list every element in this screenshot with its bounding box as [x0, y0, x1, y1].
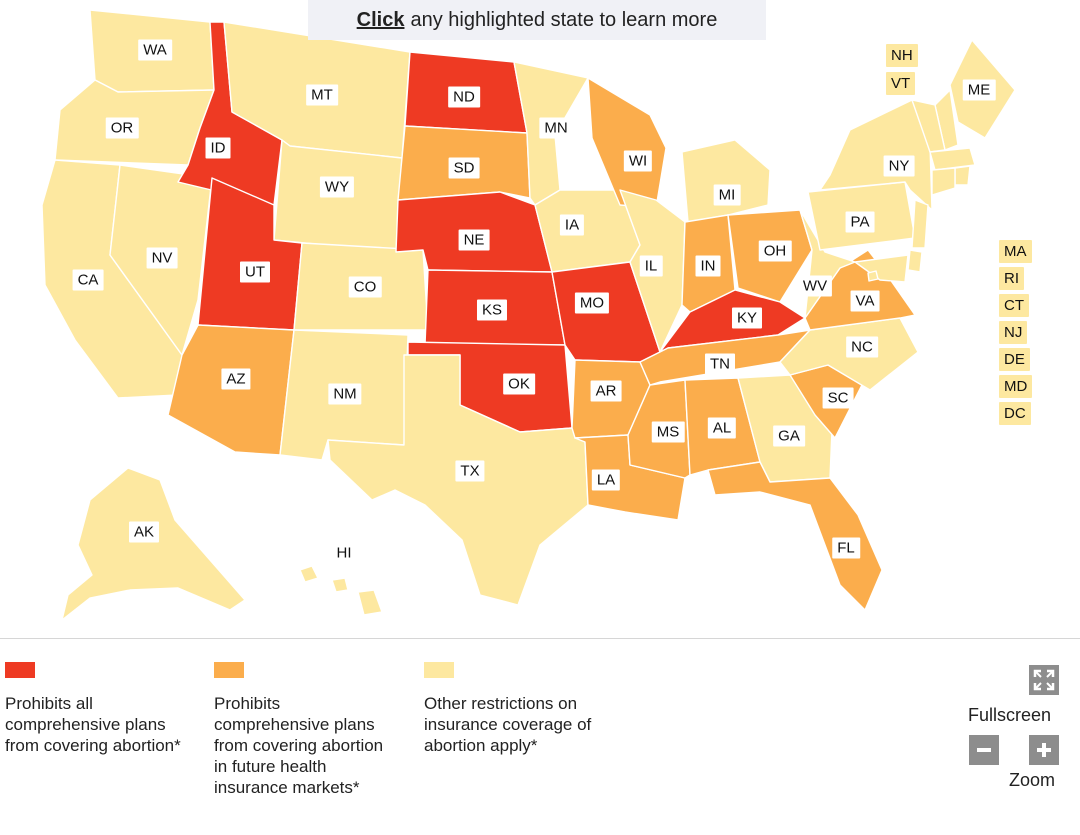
- state-label-nc[interactable]: NC: [846, 336, 878, 358]
- state-label-pa[interactable]: PA: [845, 211, 875, 233]
- state-box-de[interactable]: DE: [999, 348, 1030, 371]
- state-box-vt[interactable]: VT: [886, 72, 916, 95]
- state-label-il[interactable]: IL: [639, 255, 663, 277]
- state-nj[interactable]: [911, 199, 929, 249]
- fullscreen-label: Fullscreen: [968, 705, 1052, 725]
- zoom-in-button[interactable]: [1029, 735, 1059, 765]
- state-label-wi[interactable]: WI: [623, 150, 653, 172]
- state-label-mi[interactable]: MI: [713, 184, 741, 206]
- banner-text: any highlighted state to learn more: [410, 8, 718, 31]
- state-label-id[interactable]: ID: [205, 137, 231, 159]
- state-label-al[interactable]: AL: [707, 417, 737, 439]
- state-label-sd[interactable]: SD: [448, 157, 480, 179]
- legend-text-yellow: Other restrictions on insurance coverage…: [424, 694, 592, 755]
- state-label-nv[interactable]: NV: [146, 247, 178, 269]
- legend-text-orange: Prohibits comprehensive plans from cover…: [214, 694, 384, 797]
- state-label-ny[interactable]: NY: [883, 155, 915, 177]
- state-label-tx[interactable]: TX: [455, 460, 485, 482]
- state-label-fl[interactable]: FL: [832, 537, 860, 559]
- state-label-ok[interactable]: OK: [503, 373, 535, 395]
- state-label-oh[interactable]: OH: [758, 240, 792, 262]
- state-wi[interactable]: [587, 77, 667, 209]
- instruction-banner: Click any highlighted state to learn mor…: [308, 0, 766, 40]
- state-box-ct[interactable]: CT: [999, 294, 1029, 317]
- state-label-ar[interactable]: AR: [590, 380, 622, 402]
- state-label-ne[interactable]: NE: [458, 229, 490, 251]
- minus-icon: [977, 748, 991, 752]
- legend-swatch-orange: [214, 662, 244, 678]
- state-de[interactable]: [907, 249, 923, 273]
- us-map: WA OR ID MT WY NV UT CA CO AZ NM ND SD NE KS OK TX MN IA MO…: [41, 9, 1033, 621]
- state-label-az[interactable]: AZ: [221, 368, 251, 390]
- state-label-wy[interactable]: WY: [319, 176, 355, 198]
- state-label-ak[interactable]: AK: [128, 521, 160, 543]
- zoom-out-button[interactable]: [969, 735, 999, 765]
- state-label-mn[interactable]: MN: [539, 117, 573, 139]
- state-mi[interactable]: [681, 139, 771, 223]
- legend-swatch-red: [5, 662, 35, 678]
- state-box-dc[interactable]: DC: [999, 402, 1031, 425]
- state-hi[interactable]: [299, 565, 383, 616]
- state-label-nd[interactable]: ND: [448, 86, 480, 108]
- map-svg: [41, 9, 1016, 621]
- state-label-la[interactable]: LA: [591, 469, 621, 491]
- state-label-ia[interactable]: IA: [559, 214, 585, 236]
- state-label-co[interactable]: CO: [348, 276, 382, 298]
- state-ak[interactable]: [61, 467, 246, 621]
- state-label-hi[interactable]: HI: [336, 544, 352, 562]
- state-box-md[interactable]: MD: [999, 375, 1033, 398]
- legend-divider: [0, 638, 1080, 639]
- state-label-ks[interactable]: KS: [476, 299, 508, 321]
- state-label-va[interactable]: VA: [850, 290, 880, 312]
- state-ma[interactable]: [929, 147, 976, 171]
- state-label-ms[interactable]: MS: [651, 421, 685, 443]
- state-label-sc[interactable]: SC: [822, 387, 854, 409]
- state-ct[interactable]: [931, 167, 956, 196]
- state-label-nm[interactable]: NM: [328, 383, 362, 405]
- state-label-mt[interactable]: MT: [306, 84, 338, 106]
- legend-text-red: Prohibits all comprehensive plans from c…: [5, 694, 181, 755]
- zoom-label: Zoom: [1009, 770, 1056, 790]
- state-dc[interactable]: [867, 270, 879, 282]
- state-label-or[interactable]: OR: [105, 117, 139, 139]
- state-ny[interactable]: [819, 99, 933, 211]
- state-label-me[interactable]: ME: [962, 79, 996, 101]
- legend-swatch-yellow: [424, 662, 454, 678]
- state-label-tn[interactable]: TN: [705, 353, 735, 375]
- state-label-wa[interactable]: WA: [138, 39, 172, 61]
- plus-icon: [1037, 743, 1051, 757]
- state-label-ga[interactable]: GA: [773, 425, 805, 447]
- expand-icon: [1033, 669, 1055, 691]
- fullscreen-button[interactable]: [1029, 665, 1059, 695]
- state-label-mo[interactable]: MO: [574, 292, 610, 314]
- state-box-ri[interactable]: RI: [999, 267, 1024, 290]
- state-box-nh[interactable]: NH: [886, 44, 918, 67]
- state-label-wv[interactable]: WV: [797, 275, 833, 297]
- state-box-ma[interactable]: MA: [999, 240, 1032, 263]
- state-label-ky[interactable]: KY: [731, 307, 763, 329]
- state-az[interactable]: [167, 324, 295, 456]
- state-label-ca[interactable]: CA: [72, 269, 104, 291]
- click-word: Click: [356, 8, 405, 31]
- state-label-in[interactable]: IN: [695, 255, 721, 277]
- state-fl[interactable]: [707, 461, 883, 611]
- state-label-ut[interactable]: UT: [240, 261, 270, 283]
- state-ri[interactable]: [954, 165, 971, 186]
- state-box-nj[interactable]: NJ: [999, 321, 1028, 344]
